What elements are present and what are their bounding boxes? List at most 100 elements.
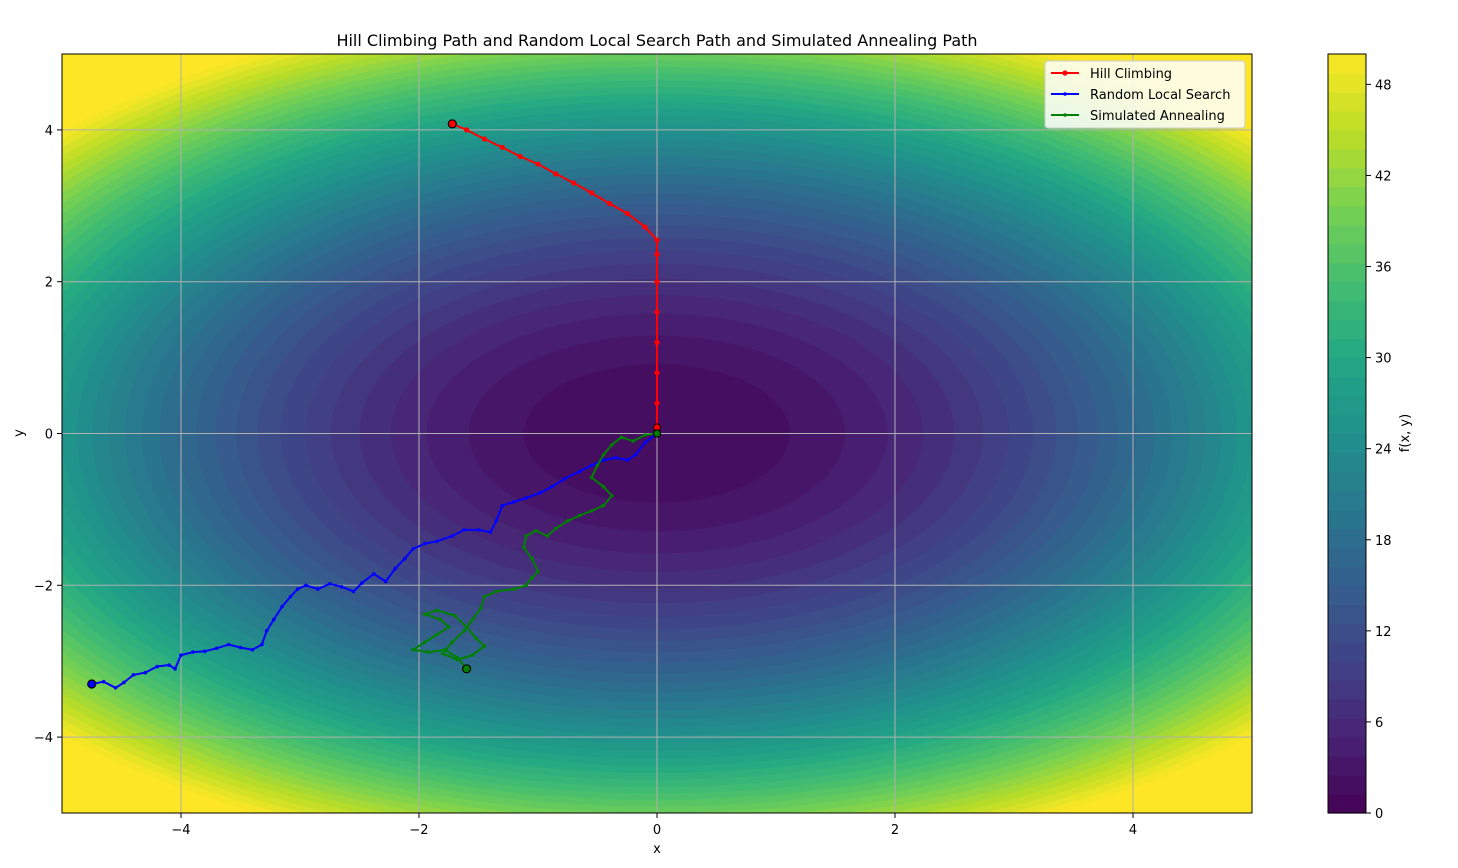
legend-label: Random Local Search [1090, 88, 1230, 103]
legend-label: Simulated Annealing [1090, 109, 1225, 124]
colorbar-tick-label: 12 [1375, 625, 1392, 640]
simulated-annealing-point [435, 608, 439, 613]
x-axis-label: x [653, 842, 661, 857]
simulated-annealing-point [438, 617, 443, 622]
colorbar-band [1328, 699, 1366, 719]
simulated-annealing-point [524, 583, 528, 588]
colorbar-band [1328, 737, 1366, 757]
simulated-annealing-point [494, 589, 499, 594]
simulated-annealing-point [565, 518, 570, 523]
random-local-search-point [203, 649, 207, 654]
hill-climbing-point [654, 279, 660, 285]
colorbar-band [1328, 224, 1366, 245]
x-axis-ticks: −4 −2 0 2 4 [171, 813, 1137, 838]
legend-box [1044, 60, 1246, 129]
colorbar: 0 6 12 18 24 30 36 42 48 [1327, 53, 1392, 822]
hill-climbing-point [499, 144, 505, 150]
random-local-search-point [524, 496, 528, 500]
colorbar-band [1328, 414, 1366, 435]
colorbar-band [1328, 243, 1366, 264]
random-local-search-point [250, 648, 255, 652]
simulated-annealing-point [452, 613, 457, 618]
simulated-annealing-point [482, 644, 487, 648]
colorbar-band [1328, 775, 1366, 795]
random-local-search-point [304, 583, 308, 588]
random-local-search-point [113, 685, 118, 690]
colorbar-band [1328, 72, 1366, 93]
simulated-annealing-point [643, 433, 647, 437]
search-paths [87, 119, 661, 690]
simulated-annealing-point [443, 648, 447, 652]
random-local-search-point [633, 452, 638, 457]
random-local-search-point [101, 679, 106, 684]
random-local-search-point [450, 534, 455, 538]
simulated-annealing-point [521, 545, 526, 550]
hill-climbing-point [642, 224, 648, 230]
simulated-annealing-point [554, 526, 558, 531]
random-local-search-point [143, 670, 148, 675]
colorbar-band [1328, 509, 1366, 529]
colorbar-band [1328, 262, 1366, 283]
simulated-annealing-point [435, 632, 439, 637]
simulated-annealing-point [609, 443, 614, 447]
simulated-annealing-start-marker [462, 664, 472, 674]
simulated-annealing-point [601, 503, 606, 508]
random-local-search-point [589, 463, 594, 468]
colorbar-tick-label: 42 [1375, 169, 1392, 184]
random-local-search-point [393, 566, 398, 571]
random-local-search-point [214, 646, 219, 651]
hill-climbing-point [464, 127, 470, 133]
hill-climbing-start-marker [447, 119, 457, 129]
simulated-annealing-point [411, 648, 415, 652]
random-local-search-point [122, 680, 126, 685]
random-local-search-point [316, 587, 320, 591]
simulated-annealing-point [446, 625, 451, 629]
random-local-search-point [601, 458, 606, 462]
random-local-search-point [625, 458, 630, 462]
simulated-annealing-point [595, 463, 600, 468]
hill-climbing-point [535, 161, 541, 167]
hill-climbing-point [571, 180, 577, 186]
hill-climbing-point [606, 200, 613, 207]
colorbar-tick-label: 18 [1375, 534, 1392, 549]
y-tick-label: 4 [45, 124, 53, 139]
colorbar-band [1328, 585, 1366, 605]
random-local-search-point [179, 653, 183, 657]
simulated-annealing-point [470, 653, 475, 657]
simulated-annealing-path [410, 432, 658, 670]
simulated-annealing-point [462, 629, 467, 633]
colorbar-band [1328, 319, 1366, 340]
random-local-search-point [402, 556, 407, 561]
y-tick-label: 0 [45, 428, 53, 443]
colorbar-band [1328, 490, 1366, 510]
random-local-search-point [435, 539, 439, 544]
y-tick-label: −4 [34, 731, 53, 746]
simulated-annealing-point [631, 439, 635, 443]
random-local-search-point [462, 528, 467, 532]
y-tick-label: 2 [45, 276, 53, 291]
random-local-search-point [351, 589, 356, 594]
random-local-search-point [577, 469, 582, 474]
simulated-annealing-point [533, 528, 538, 533]
y-tick-label: −2 [34, 579, 53, 594]
random-local-search-point [191, 650, 195, 654]
simulated-annealing-point [450, 640, 455, 645]
random-local-search-point [173, 666, 177, 671]
colorbar-band [1328, 680, 1366, 700]
x-tick-label: 4 [1129, 823, 1137, 838]
hill-climbing-point [654, 339, 660, 346]
simulated-annealing-point [619, 435, 624, 440]
random-local-search-point [260, 642, 264, 647]
simulated-annealing-point [589, 475, 594, 480]
random-local-search-point [272, 617, 276, 622]
colorbar-label: f(x, y) [1398, 414, 1413, 452]
simulated-annealing-point [536, 569, 540, 574]
colorbar-band [1328, 357, 1366, 378]
simulated-annealing-point [524, 534, 528, 538]
chart-title: Hill Climbing Path and Random Local Sear… [336, 31, 977, 50]
hill-climbing-point [654, 237, 660, 243]
colorbar-band [1328, 91, 1366, 112]
colorbar-band [1328, 395, 1366, 416]
random-local-search-point [643, 440, 647, 445]
random-local-search-path [91, 432, 658, 689]
